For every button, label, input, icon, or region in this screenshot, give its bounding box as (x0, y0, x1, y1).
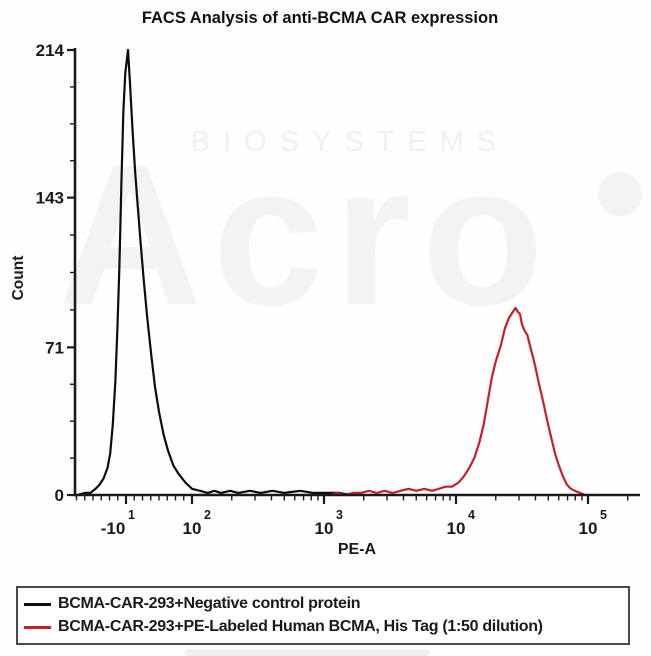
y-tick-label: 143 (36, 189, 64, 208)
y-axis-title: Count (10, 255, 27, 301)
x-tick-label-exponent: 2 (204, 508, 211, 522)
x-tick-label-exponent: 4 (468, 508, 475, 522)
series-curve-0 (76, 48, 352, 497)
x-tick-label-exponent: 5 (600, 508, 607, 522)
legend-item-negative-control: BCMA-CAR-293+Negative control protein (24, 595, 622, 613)
x-tick-label-exponent: 3 (336, 508, 343, 522)
y-tick-label: 0 (55, 486, 64, 505)
chart-title: FACS Analysis of anti-BCMA CAR expressio… (141, 9, 499, 27)
x-tick-label-exponent: 1 (128, 508, 135, 522)
legend-box: BCMA-CAR-293+Negative control protein BC… (16, 586, 630, 645)
legend-item-pe-labeled-bcma: BCMA-CAR-293+PE-Labeled Human BCMA, His … (24, 618, 622, 636)
legend-label: BCMA-CAR-293+PE-Labeled Human BCMA, His … (58, 618, 543, 635)
x-tick-label-base: 10 (315, 519, 334, 538)
watermark-biosystems-text: BIOSYSTEMS (190, 126, 510, 158)
legend-line-swatch-red (24, 625, 51, 629)
watermark-logo-dot (598, 172, 642, 216)
legend-line-swatch-black (24, 602, 51, 606)
x-axis-title: PE-A (337, 541, 377, 558)
x-tick-label-base: -10 (101, 519, 126, 538)
y-tick-label: 71 (45, 338, 64, 357)
series-curve-1 (329, 306, 587, 497)
x-tick-label-base: 10 (447, 519, 466, 538)
y-tick-label: 214 (36, 41, 65, 60)
x-tick-label-base: 10 (579, 519, 598, 538)
x-tick-label-base: 10 (183, 519, 202, 538)
legend-label: BCMA-CAR-293+Negative control protein (58, 595, 361, 612)
watermark-bottom-smudge (185, 649, 430, 656)
